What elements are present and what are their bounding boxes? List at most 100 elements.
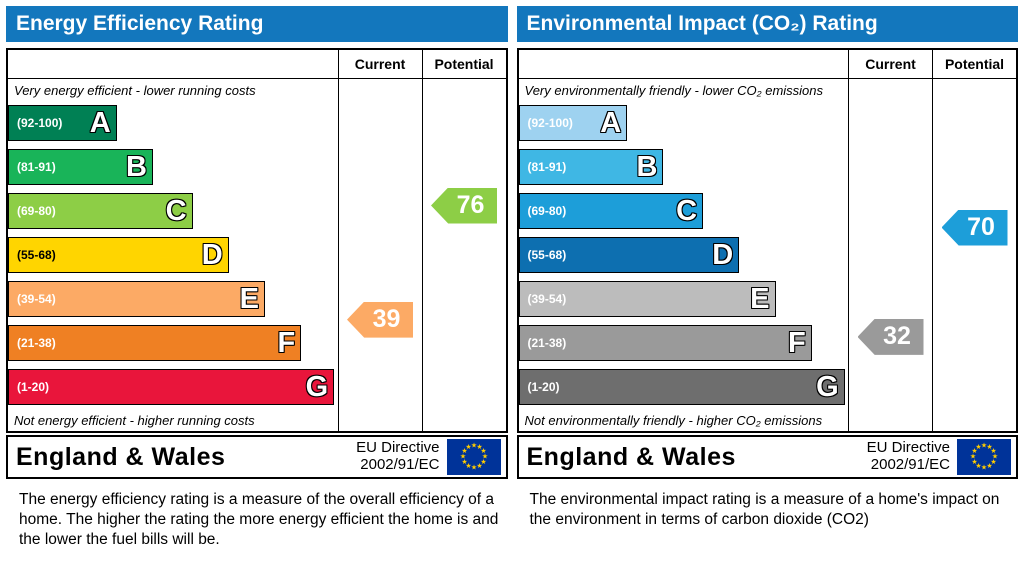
svg-text:★: ★ [971, 458, 977, 466]
band-range: (69-80) [527, 204, 567, 218]
svg-text:★: ★ [480, 447, 486, 455]
energy-band-chart: Very energy efficient - lower running co… [8, 79, 338, 431]
svg-text:★: ★ [971, 447, 977, 455]
svg-text:★: ★ [476, 462, 482, 470]
header-spacer [8, 50, 338, 78]
band-bar-f: (21-38) F [518, 325, 812, 361]
svg-text:★: ★ [470, 464, 476, 472]
svg-text:★: ★ [461, 458, 467, 466]
region-label: England & Wales [526, 442, 736, 471]
current-rating-arrow: 32 [857, 318, 924, 355]
band-range: (55-68) [17, 248, 56, 262]
band-bar-g: (1-20) G [518, 369, 845, 405]
band-letter: B [636, 150, 658, 183]
band-letter: G [816, 370, 839, 403]
band-bar-e: (39-54) E [518, 281, 776, 317]
svg-text:★: ★ [990, 447, 996, 455]
band-row: (21-38) F [8, 321, 338, 365]
band-letter: G [305, 370, 329, 403]
svg-text:★: ★ [476, 443, 482, 451]
potential-column-header: Potential [932, 50, 1016, 78]
svg-text:★: ★ [465, 462, 471, 470]
band-range: (81-91) [527, 160, 567, 174]
current-rating-value: 32 [883, 322, 911, 351]
band-letter: A [600, 106, 622, 139]
band-letter: D [201, 238, 223, 271]
current-column-header: Current [337, 50, 422, 78]
svg-text:★: ★ [975, 443, 981, 451]
header-spacer [519, 50, 849, 78]
potential-rating-value: 70 [967, 213, 995, 241]
energy-panel-title: Energy Efficiency Rating [6, 6, 508, 42]
band-row: (92-100) A [518, 101, 849, 145]
environmental-band-chart: Very environmentally friendly - lower CO… [518, 79, 849, 431]
band-row: (69-80) C [518, 189, 849, 233]
band-bar-c: (69-80) C [8, 193, 193, 229]
eu-flag-icon: ★ ★★ ★★★ ★★★ ★★★ [446, 439, 501, 475]
environmental-chart-body: Very environmentally friendly - lower CO… [518, 79, 1017, 431]
band-row: (39-54) E [8, 277, 338, 321]
column-header-row: Current Potential [518, 50, 1016, 79]
band-row: (39-54) E [518, 277, 849, 321]
band-row: (69-80) C [8, 189, 338, 233]
band-letter: C [676, 194, 698, 227]
column-header-row: Current Potential [8, 50, 506, 79]
band-range: (81-91) [17, 160, 56, 174]
band-bar-a: (92-100) A [518, 105, 628, 141]
band-bar-c: (69-80) C [518, 193, 704, 229]
environmental-impact-panel: Environmental Impact (CO₂) Rating Curren… [516, 6, 1018, 572]
band-bar-b: (81-91) B [518, 149, 664, 185]
svg-text:★: ★ [990, 458, 996, 466]
band-bar-d: (55-68) D [8, 237, 229, 273]
band-range: (21-38) [17, 336, 56, 350]
current-column-header: Current [848, 50, 932, 78]
directive-block: EU Directive 2002/91/EC ★ ★ ★ ★ ★ ★ ★ ★ ★ ★ ★ ★ [356, 439, 501, 475]
band-range: (69-80) [17, 204, 56, 218]
band-row: (1-20) G [518, 365, 849, 409]
band-letter: D [712, 238, 734, 271]
svg-text:★: ★ [992, 453, 998, 461]
bottom-caption: Not energy efficient - higher running co… [14, 412, 255, 428]
current-column: 39 [337, 79, 422, 431]
band-row: (81-91) B [518, 145, 849, 189]
band-range: (39-54) [17, 292, 56, 306]
band-range: (21-38) [527, 336, 567, 350]
band-range: (1-20) [17, 380, 50, 394]
top-caption: Very environmentally friendly - lower CO… [524, 82, 824, 98]
environmental-rating-table: Current Potential Very environmentally f… [516, 48, 1018, 433]
band-bar-d: (55-68) D [518, 237, 740, 273]
potential-rating-arrow: 70 [941, 209, 1008, 246]
svg-text:★: ★ [465, 443, 471, 451]
band-bar-g: (1-20) G [8, 369, 335, 405]
environmental-footer: England & Wales EU Directive 2002/91/EC … [516, 435, 1018, 479]
band-row: (55-68) D [518, 233, 849, 277]
band-bar-f: (21-38) F [8, 325, 302, 361]
band-letter: A [89, 106, 111, 139]
band-range: (1-20) [527, 380, 560, 394]
energy-efficiency-panel: Energy Efficiency Rating Current Potenti… [6, 6, 508, 572]
band-range: (39-54) [527, 292, 567, 306]
band-bar-e: (39-54) E [8, 281, 265, 317]
region-label: England & Wales [16, 442, 226, 471]
environmental-description: The environmental impact rating is a mea… [529, 491, 1000, 528]
band-row: (81-91) B [8, 145, 338, 189]
energy-description: The energy efficiency rating is a measur… [19, 491, 499, 548]
svg-text:★: ★ [986, 462, 992, 470]
band-row: (21-38) F [518, 321, 849, 365]
potential-column: 70 [932, 79, 1016, 431]
band-letter: E [239, 282, 259, 315]
svg-text:★: ★ [981, 464, 987, 472]
bottom-caption: Not environmentally friendly - higher CO… [524, 412, 823, 428]
current-rating-arrow: 39 [347, 301, 413, 338]
band-letter: E [750, 282, 770, 315]
current-column: 32 [848, 79, 932, 431]
svg-text:★: ★ [481, 453, 487, 461]
band-letter: C [165, 194, 187, 227]
band-bar-b: (81-91) B [8, 149, 153, 185]
svg-text:★: ★ [470, 442, 476, 450]
energy-chart-body: Very energy efficient - lower running co… [8, 79, 506, 431]
eu-flag-icon: ★ ★★ ★★★ ★★★ ★★★ [957, 439, 1011, 475]
svg-text:★: ★ [461, 447, 467, 455]
energy-rating-table: Current Potential Very energy efficient … [6, 48, 508, 433]
